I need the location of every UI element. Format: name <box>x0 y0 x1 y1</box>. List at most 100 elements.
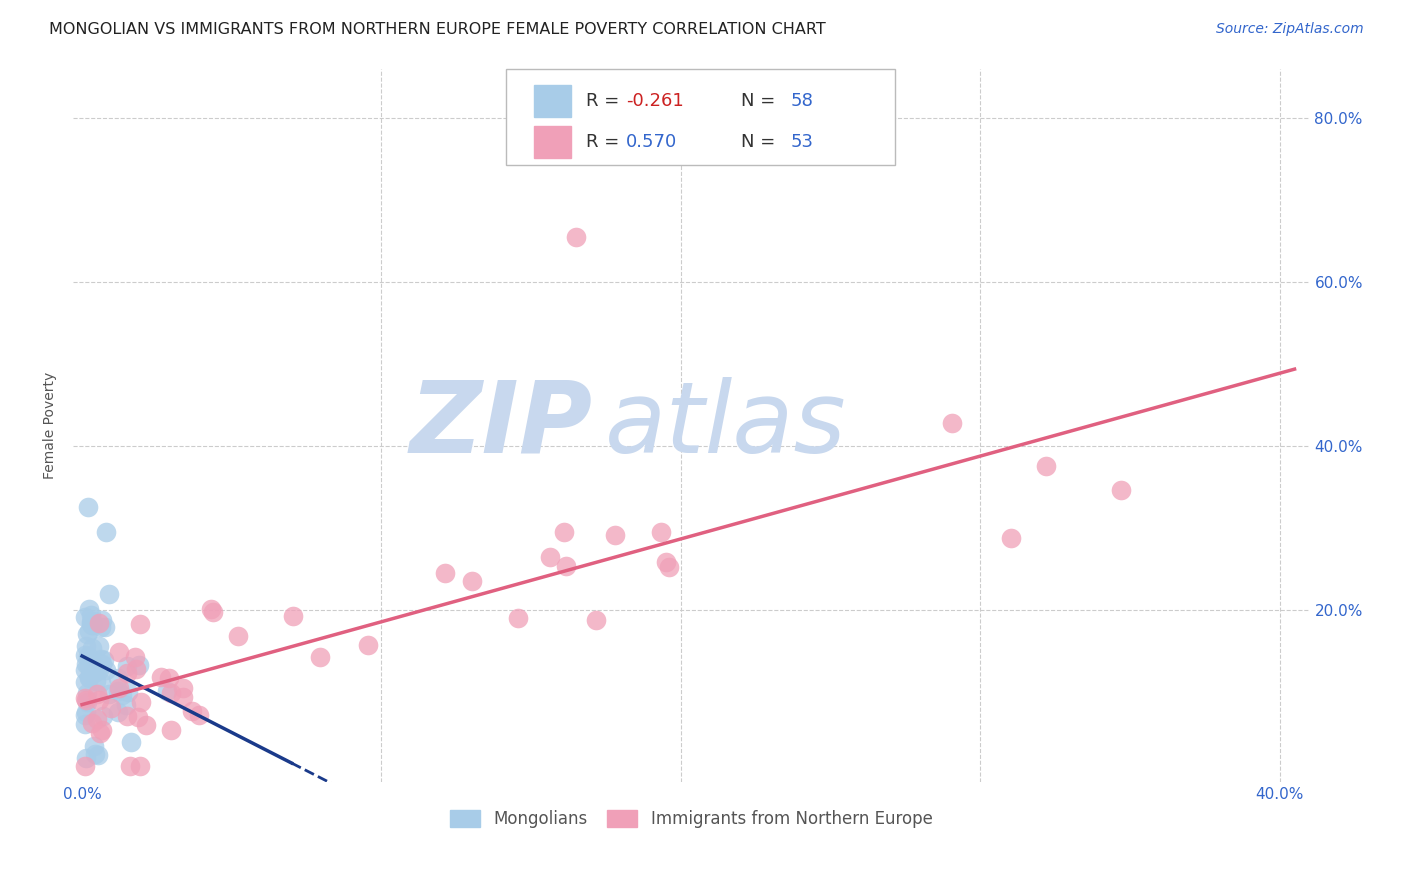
Point <box>202 605 225 619</box>
Point <box>115 698 138 712</box>
Legend: Mongolians, Immigrants from Northern Europe: Mongolians, Immigrants from Northern Eur… <box>443 803 939 835</box>
Point <box>127 709 149 723</box>
Point <box>941 416 963 430</box>
Point <box>80 615 103 629</box>
Point <box>554 559 576 574</box>
Point <box>187 707 209 722</box>
Text: N =: N = <box>741 92 780 110</box>
Point <box>75 648 97 662</box>
Point <box>129 695 152 709</box>
Point <box>83 747 105 762</box>
Point <box>98 687 121 701</box>
Point <box>89 616 111 631</box>
Text: N =: N = <box>741 133 780 151</box>
Point <box>77 670 100 684</box>
Point <box>107 705 129 719</box>
Point <box>149 670 172 684</box>
Point <box>75 640 97 654</box>
Y-axis label: Female Poverty: Female Poverty <box>44 372 58 479</box>
Point <box>87 664 110 678</box>
Text: 58: 58 <box>790 92 813 110</box>
Point <box>654 555 676 569</box>
Point <box>83 739 105 753</box>
Point <box>111 688 134 702</box>
Text: -0.261: -0.261 <box>626 92 683 110</box>
Point <box>75 705 97 719</box>
Point <box>75 707 97 722</box>
Point <box>77 602 100 616</box>
Point <box>129 616 152 631</box>
Point <box>91 708 114 723</box>
Point <box>75 717 97 731</box>
Point <box>75 759 97 773</box>
Point <box>93 653 115 667</box>
Bar <box>534 126 571 158</box>
Point <box>77 660 100 674</box>
Point <box>82 641 104 656</box>
Point <box>107 684 129 698</box>
Point <box>76 695 98 709</box>
Point <box>90 675 112 690</box>
Point <box>108 681 131 695</box>
Point <box>90 652 112 666</box>
Point <box>125 661 148 675</box>
Point <box>107 671 129 685</box>
Point <box>75 657 97 671</box>
Point <box>75 663 97 677</box>
Point <box>433 566 456 580</box>
Point <box>160 723 183 738</box>
Text: R =: R = <box>586 133 626 151</box>
Point <box>80 615 103 630</box>
Point <box>91 723 114 738</box>
Text: Source: ZipAtlas.com: Source: ZipAtlas.com <box>1216 22 1364 37</box>
Point <box>585 613 607 627</box>
Point <box>461 574 484 588</box>
Point <box>1035 459 1057 474</box>
Point <box>84 673 107 688</box>
Point <box>658 560 681 574</box>
Text: 53: 53 <box>790 133 813 151</box>
Point <box>77 624 100 638</box>
Point <box>1000 531 1022 545</box>
Point <box>75 691 97 706</box>
Point <box>90 657 112 671</box>
Point <box>76 648 98 663</box>
Point <box>89 726 111 740</box>
Point <box>128 657 150 672</box>
Text: ZIP: ZIP <box>409 377 592 474</box>
Bar <box>534 85 571 117</box>
Point <box>156 684 179 698</box>
Point <box>86 712 108 726</box>
Point <box>76 627 98 641</box>
Point <box>172 681 194 695</box>
Point <box>96 663 118 677</box>
Point <box>83 666 105 681</box>
Point <box>181 704 204 718</box>
FancyBboxPatch shape <box>506 69 896 165</box>
Point <box>86 688 108 702</box>
Point <box>94 525 117 540</box>
Point <box>75 693 97 707</box>
Point <box>107 644 129 658</box>
Point <box>124 649 146 664</box>
Point <box>605 528 627 542</box>
Point <box>76 686 98 700</box>
Point <box>115 659 138 673</box>
Point <box>75 675 97 690</box>
Text: 0.570: 0.570 <box>626 133 678 151</box>
Point <box>97 587 120 601</box>
Point <box>506 611 529 625</box>
Point <box>120 759 142 773</box>
Point <box>93 619 115 633</box>
Point <box>553 524 575 539</box>
Point <box>200 602 222 616</box>
Point <box>80 616 103 631</box>
Point <box>309 650 332 665</box>
Point <box>538 550 561 565</box>
Point <box>650 524 672 539</box>
Point <box>159 686 181 700</box>
Point <box>1109 483 1132 498</box>
Point <box>283 609 305 624</box>
Point <box>120 735 142 749</box>
Point <box>172 690 194 704</box>
